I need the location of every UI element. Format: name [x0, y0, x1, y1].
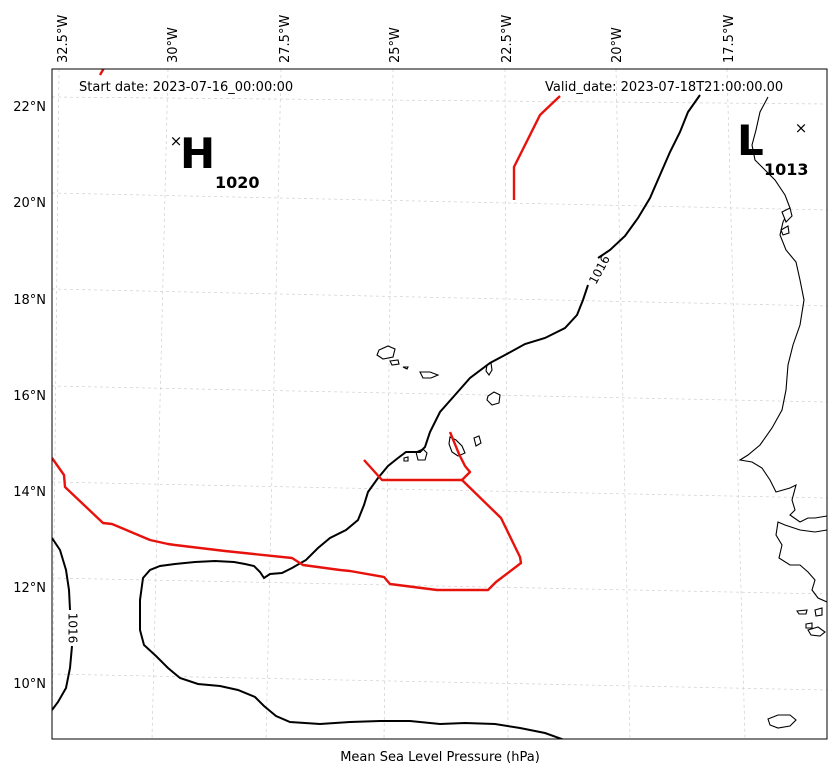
lat-label: 16°N	[13, 389, 46, 404]
lon-label: 17.5°W	[722, 15, 737, 63]
latitude-labels: 22°N 20°N 18°N 16°N 14°N 12°N 10°N	[13, 100, 46, 692]
front-cape-verde-trough	[363, 431, 472, 482]
sao-vicente-island	[389, 359, 400, 366]
low-center-marker: ×	[795, 119, 808, 137]
santa-luzia-island	[402, 366, 409, 370]
isobar-1016-north	[52, 537, 73, 711]
lon-label: 30°W	[166, 27, 181, 63]
bissagos-south-island	[767, 714, 797, 729]
lon-label: 27.5°W	[278, 15, 293, 63]
santo-antao-island	[376, 345, 396, 360]
lon-label: 25°W	[388, 27, 403, 63]
isobar-1016-main	[139, 94, 701, 739]
dakar-offshore-island-2	[780, 225, 790, 236]
low-pressure-center: × L 1013	[737, 116, 809, 179]
front-southwest	[52, 457, 523, 592]
low-pressure-value: 1013	[764, 160, 809, 179]
sao-nicolau-island	[419, 371, 440, 379]
lon-label: 22.5°W	[500, 15, 515, 63]
high-center-marker: ×	[170, 132, 183, 150]
high-pressure-center: × H 1020	[170, 129, 260, 192]
dakar-offshore-island	[781, 207, 793, 223]
lon-label: 32.5°W	[56, 15, 71, 63]
lat-label: 10°N	[13, 677, 46, 692]
isobar-label: 1016	[66, 613, 80, 644]
bijagos-island	[796, 609, 808, 615]
guinea-coastline	[775, 521, 827, 603]
start-date-label: Start date: 2023-07-16_00:00:00	[79, 80, 293, 95]
high-pressure-letter: H	[180, 129, 215, 178]
lat-label: 14°N	[13, 485, 46, 500]
isobar-label: 1016	[586, 253, 613, 287]
front-north	[512, 95, 561, 200]
lat-label: 12°N	[13, 581, 46, 596]
longitude-labels: 32.5°W 30°W 27.5°W 25°W 22.5°W 20°W 17.5…	[56, 15, 737, 63]
maio-island	[473, 435, 482, 447]
africa-coastline	[738, 96, 827, 523]
lat-label: 22°N	[13, 100, 46, 115]
low-pressure-letter: L	[737, 116, 764, 165]
lat-label: 18°N	[13, 293, 46, 308]
high-pressure-value: 1020	[215, 173, 260, 192]
brava-island	[403, 456, 409, 462]
bijagos-island-4	[807, 626, 826, 637]
bijagos-island-2	[814, 607, 823, 617]
lon-label: 20°W	[610, 27, 625, 63]
valid-date-label: Valid_date: 2023-07-18T21:00:00.00	[545, 80, 783, 95]
map-frame	[51, 68, 828, 740]
map-caption: Mean Sea Level Pressure (hPa)	[340, 750, 540, 765]
lat-label: 20°N	[13, 196, 46, 211]
bijagos-island-3	[805, 622, 813, 629]
boa-vista-island	[486, 391, 501, 406]
graticule	[52, 69, 827, 739]
